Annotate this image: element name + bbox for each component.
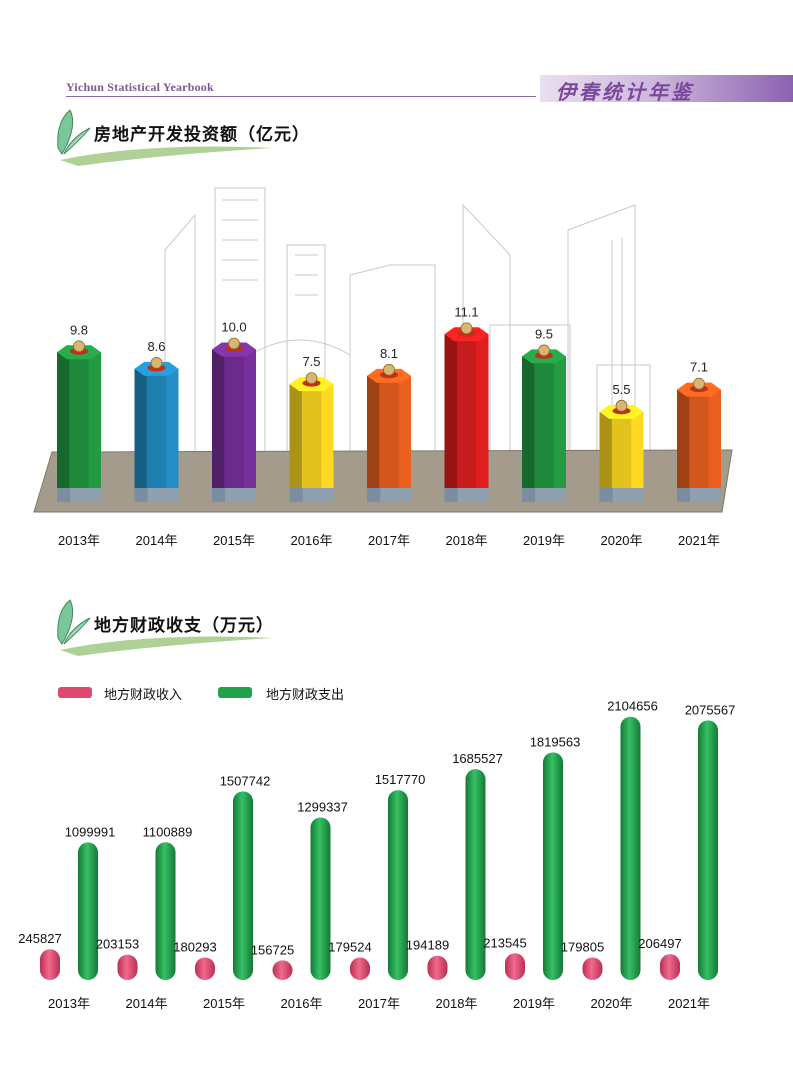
investment-bar bbox=[134, 356, 179, 502]
expense-value-label: 1100889 bbox=[143, 824, 193, 839]
investment-value-label: 11.1 bbox=[454, 304, 478, 319]
butterfly-icon bbox=[57, 599, 273, 656]
expense-value-label: 2075567 bbox=[685, 702, 736, 717]
income-value-label: 156725 bbox=[251, 942, 294, 957]
expense-bar bbox=[543, 752, 563, 980]
investment-value-label: 8.1 bbox=[380, 346, 398, 361]
investment-value-label: 7.5 bbox=[302, 354, 320, 369]
legend-label-expense: 地方财政支出 bbox=[266, 687, 345, 702]
fiscal-year-label: 2013年 bbox=[48, 996, 90, 1011]
investment-bar bbox=[289, 372, 334, 502]
investment-bar bbox=[444, 322, 489, 502]
expense-value-label: 1517770 bbox=[375, 772, 426, 787]
expense-value-label: 2104656 bbox=[607, 699, 658, 714]
fiscal-year-label: 2019年 bbox=[513, 996, 555, 1011]
expense-value-label: 1099991 bbox=[65, 824, 116, 839]
investment-year-label: 2016年 bbox=[291, 533, 333, 548]
investment-value-label: 7.1 bbox=[690, 360, 708, 375]
investment-year-label: 2019年 bbox=[523, 533, 565, 548]
investment-value-label: 9.5 bbox=[535, 326, 553, 341]
income-bar bbox=[117, 954, 138, 980]
expense-bar bbox=[620, 716, 641, 980]
expense-value-label: 1819563 bbox=[530, 734, 581, 749]
investment-bar bbox=[522, 344, 566, 502]
fiscal-year-label: 2018年 bbox=[436, 996, 478, 1011]
header-band bbox=[540, 75, 793, 102]
expense-value-label: 1507742 bbox=[220, 773, 271, 788]
yearbook-title-en: Yichun Statistical Yearbook bbox=[66, 80, 214, 94]
investment-bar bbox=[599, 399, 644, 502]
investment-year-label: 2017年 bbox=[368, 533, 410, 548]
investment-bar bbox=[677, 377, 721, 502]
income-bar bbox=[505, 953, 525, 980]
fiscal-year-label: 2021年 bbox=[668, 996, 710, 1011]
income-value-label: 213545 bbox=[483, 935, 526, 950]
investment-value-label: 8.6 bbox=[147, 339, 165, 354]
income-value-label: 179805 bbox=[561, 940, 604, 955]
butterfly-icon bbox=[57, 109, 273, 166]
fiscal-year-label: 2017年 bbox=[358, 996, 400, 1011]
income-value-label: 179524 bbox=[328, 940, 371, 955]
income-bar bbox=[582, 957, 603, 980]
investment-value-label: 5.5 bbox=[612, 382, 630, 397]
fiscal-year-label: 2015年 bbox=[203, 996, 245, 1011]
header-rule bbox=[66, 96, 536, 97]
yearbook-title-cn: 伊春统计年鉴 bbox=[556, 80, 694, 104]
investment-year-label: 2013年 bbox=[58, 533, 100, 548]
investment-year-label: 2014年 bbox=[136, 533, 178, 548]
real-estate-investment-chart: 9.8 8.6 10.0 7.5 8.1 11.1 9.5 5.5 7.1 2013年 2014年… bbox=[33, 187, 733, 548]
income-bar bbox=[40, 949, 60, 980]
expense-bar bbox=[310, 817, 331, 980]
expense-bar bbox=[233, 791, 253, 980]
real-estate-chart-title: 房地产开发投资额（亿元） bbox=[94, 125, 310, 144]
income-bar bbox=[660, 954, 680, 980]
expense-value-label: 1685527 bbox=[452, 751, 503, 766]
legend-label-income: 地方财政收入 bbox=[104, 687, 183, 702]
fiscal-chart-title: 地方财政收支（万元） bbox=[94, 616, 274, 635]
income-value-label: 180293 bbox=[173, 939, 216, 954]
income-value-label: 194189 bbox=[406, 938, 449, 953]
income-bar bbox=[272, 960, 293, 980]
income-bar bbox=[427, 955, 448, 980]
investment-year-label: 2020年 bbox=[601, 533, 643, 548]
income-bar bbox=[350, 957, 370, 980]
investment-year-label: 2015年 bbox=[213, 533, 255, 548]
income-bar bbox=[195, 957, 215, 980]
investment-year-label: 2021年 bbox=[678, 533, 720, 548]
fiscal-year-label: 2020年 bbox=[591, 996, 633, 1011]
fiscal-year-label: 2014年 bbox=[126, 996, 168, 1011]
expense-bar bbox=[388, 790, 408, 980]
investment-bar bbox=[367, 363, 411, 502]
legend-swatch-expense bbox=[218, 687, 252, 698]
income-value-label: 203153 bbox=[96, 937, 139, 952]
investment-value-label: 10.0 bbox=[221, 320, 246, 335]
expense-bar bbox=[78, 842, 98, 980]
fiscal-income-expense-chart: 245827 1099991 203153 1100889 180293 1507742 1… bbox=[18, 699, 736, 1011]
income-value-label: 245827 bbox=[18, 931, 61, 946]
income-value-label: 206497 bbox=[638, 936, 681, 951]
expense-bar bbox=[465, 769, 486, 980]
expense-bar bbox=[698, 720, 718, 980]
expense-bar bbox=[155, 842, 176, 980]
expense-value-label: 1299337 bbox=[297, 799, 348, 814]
investment-bar bbox=[57, 340, 101, 502]
fiscal-year-label: 2016年 bbox=[281, 996, 323, 1011]
investment-value-label: 9.8 bbox=[70, 322, 88, 337]
investment-year-label: 2018年 bbox=[446, 533, 488, 548]
legend-swatch-income bbox=[58, 687, 92, 698]
investment-bar bbox=[212, 337, 256, 502]
